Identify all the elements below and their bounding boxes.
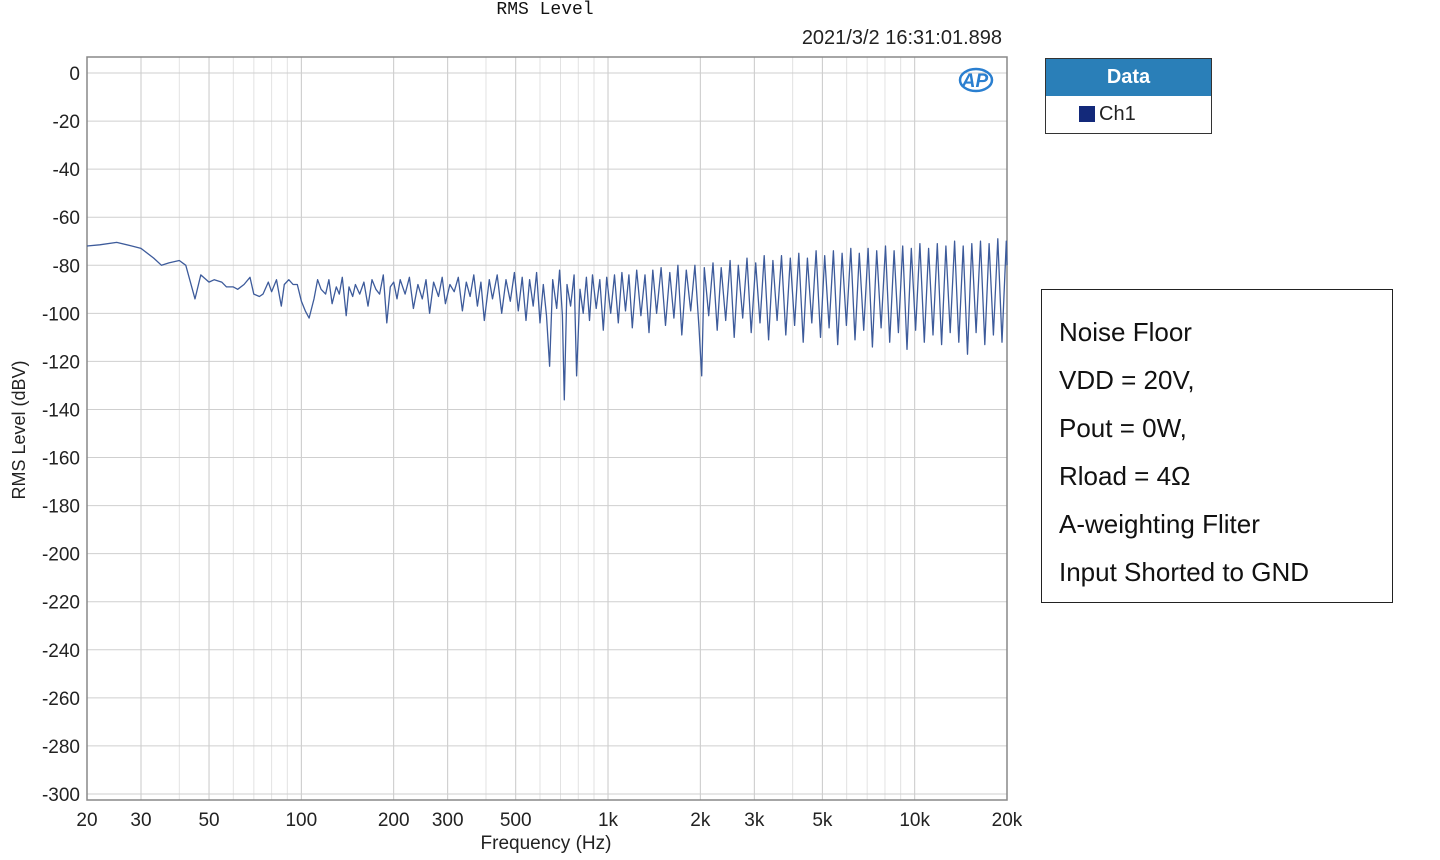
legend: Data Ch1 [1045,58,1212,134]
x-tick-label: 300 [432,810,464,831]
note-line: VDD = 20V, [1059,365,1195,395]
y-tick-label: -260 [42,689,80,710]
x-tick-label: 5k [812,810,833,831]
y-tick-label: -140 [42,400,80,421]
legend-title: Data [1046,59,1211,96]
legend-entry-ch1[interactable]: Ch1 [1046,96,1211,132]
y-tick-label: -280 [42,737,80,758]
plot-svg: 0 -20 -40 -60 -80 -100 -120 -140 -160 -180 -200 -22… [9,56,1023,854]
grid [86,57,1008,800]
chart-title: RMS Level [496,0,594,20]
y-tick-label: -60 [53,208,80,229]
x-tick-label: 2k [690,810,711,831]
y-tick-label: -160 [42,449,80,470]
y-tick-label: -300 [42,785,80,806]
note-line: Pout = 0W, [1059,413,1187,443]
x-tick-label: 10k [899,810,930,831]
x-tick-label: 30 [130,810,151,831]
y-tick-label: -40 [53,160,80,181]
ap-logo-text: AP [961,71,989,92]
plot-frame [86,56,1008,801]
ap-logo-icon: AP [958,67,994,93]
x-tick-label: 100 [285,810,317,831]
legend-label: Ch1 [1099,103,1136,125]
note-line: A-weighting Fliter [1059,509,1260,539]
y-tick-label: -240 [42,641,80,662]
x-axis-label: Frequency (Hz) [481,833,612,854]
annotation-box: Noise Floor VDD = 20V, Pout = 0W, Rload … [1041,289,1393,603]
note-line: Input Shorted to GND [1059,557,1310,587]
timestamp: 2021/3/2 16:31:01.898 [801,27,1002,49]
y-axis-label: RMS Level (dBV) [9,360,29,499]
y-tick-label: 0 [69,64,80,85]
y-tick-label: -120 [42,352,80,373]
x-tick-labels: 20 30 50 100 200 300 500 1k 2k 3k 5k 10k 20k [76,810,1022,831]
y-tick-label: -100 [42,304,80,325]
x-tick-label: 1k [598,810,619,831]
y-tick-label: -220 [42,593,80,614]
y-tick-label: -80 [53,256,80,277]
x-tick-label: 20 [76,810,97,831]
x-tick-label: 500 [500,810,532,831]
series-line-ch1 [86,238,1008,401]
note-line: Rload = 4Ω [1059,461,1191,491]
x-tick-label: 50 [198,810,219,831]
y-tick-label: -200 [42,545,80,566]
x-tick-label: 3k [744,810,765,831]
x-tick-label: 20k [992,810,1023,831]
y-tick-label: -20 [53,112,80,133]
note-line: Noise Floor [1059,317,1192,347]
x-tick-label: 200 [378,810,410,831]
y-tick-label: -180 [42,497,80,518]
legend-swatch [1079,106,1095,122]
y-tick-labels: 0 -20 -40 -60 -80 -100 -120 -140 -160 -180 -200 -22… [42,64,80,806]
